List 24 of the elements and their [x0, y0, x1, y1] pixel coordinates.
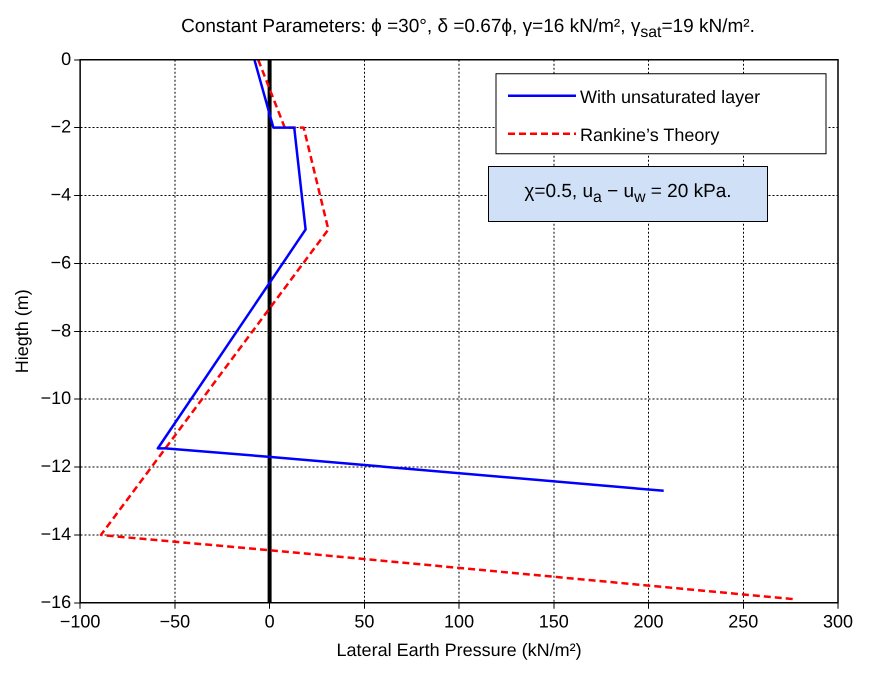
y-tick-label: −12 [40, 456, 72, 476]
y-tick-label: −14 [40, 524, 72, 544]
x-tick-label: 200 [634, 611, 664, 632]
x-tick-label: −50 [160, 611, 190, 632]
legend-label: Rankine’s Theory [580, 124, 720, 145]
y-tick-label: −16 [40, 592, 72, 612]
x-tick-label: 100 [444, 611, 474, 632]
chart-title: Constant Parameters: ϕ =30°, δ =0.67ϕ, γ=16 kN/m², γ$_{sat}$=19 kN/m². [180, 15, 756, 43]
x-tick-label: −100 [60, 611, 100, 632]
x-tick-label: 0 [264, 611, 275, 632]
y-tick-label: −2 [50, 116, 72, 136]
x-tick-label: 300 [822, 611, 854, 632]
legend-label: With unsaturated layer [580, 86, 760, 107]
text-box: χ=0.5, u$_{a}$ − u$_{w}$ = 20 kPa. [488, 166, 768, 222]
y-tick-label: 0 [61, 48, 72, 69]
x-tick-label: 250 [728, 611, 758, 632]
x-tick-label: 150 [538, 611, 569, 632]
y-tick-label: −8 [50, 320, 72, 340]
x-axis-title: Lateral Earth Pressure (kN/m²) [336, 640, 582, 660]
y-axis-title: Hiegth (m) [12, 289, 32, 374]
x-tick-label: 50 [354, 611, 374, 632]
y-tick-label: −6 [50, 252, 72, 272]
y-tick-label: −10 [40, 388, 72, 408]
y-tick-label: −4 [50, 184, 72, 204]
